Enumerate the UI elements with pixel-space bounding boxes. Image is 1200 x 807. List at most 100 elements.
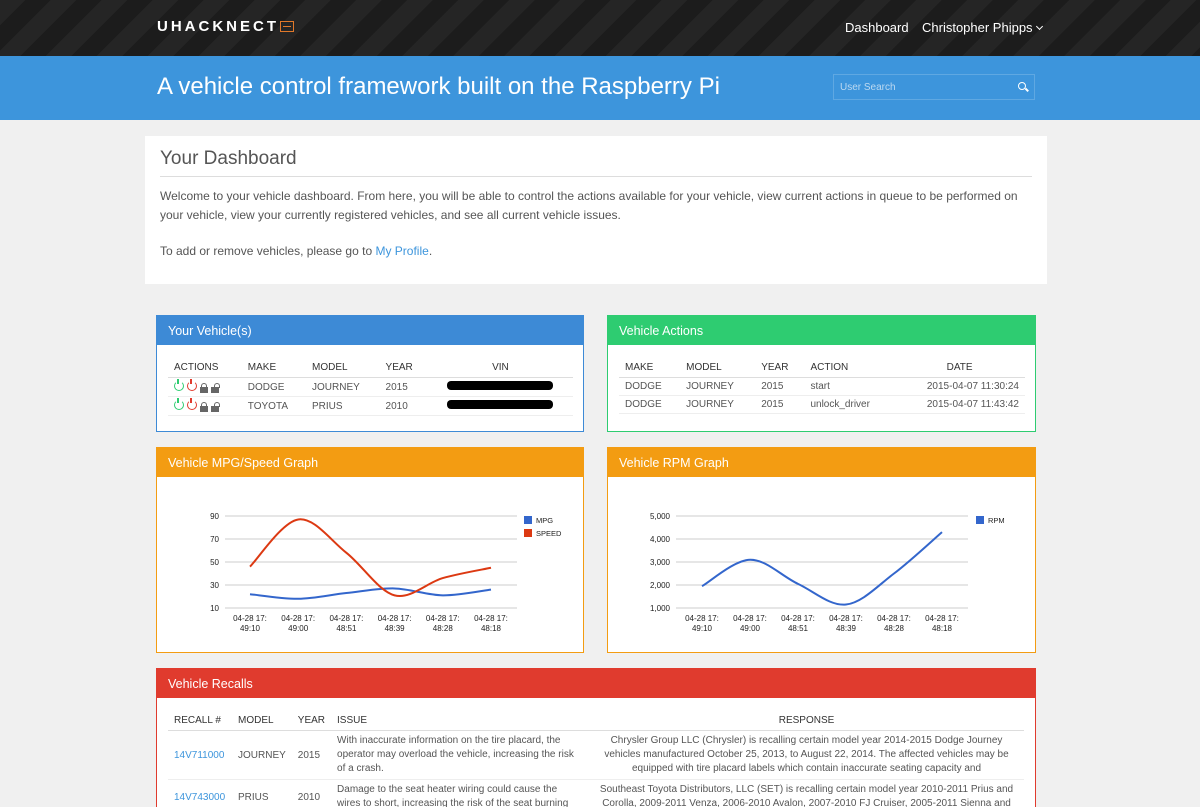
actions-panel-title: Vehicle Actions <box>608 316 1035 345</box>
table-row: 14V711000 JOURNEY 2015 With inaccurate i… <box>168 730 1024 780</box>
x-tick-label: 04-28 17: <box>329 614 363 623</box>
vehicle-model: JOURNEY <box>306 377 380 397</box>
legend-label: SPEED <box>536 529 562 538</box>
legend-swatch <box>524 516 532 524</box>
x-tick-label: 48:28 <box>433 624 454 633</box>
col-model: MODEL <box>306 358 380 378</box>
welcome-card: Your Dashboard Welcome to your vehicle d… <box>145 136 1047 284</box>
my-profile-link[interactable]: My Profile <box>375 244 429 258</box>
action-date: 2015-04-07 11:30:24 <box>894 377 1025 396</box>
power-off-icon[interactable] <box>187 379 197 391</box>
action-name: unlock_driver <box>804 395 895 414</box>
x-tick-label: 04-28 17: <box>829 614 863 623</box>
col-make: MAKE <box>241 358 306 378</box>
x-tick-label: 04-28 17: <box>474 614 508 623</box>
x-tick-label: 04-28 17: <box>378 614 412 623</box>
recall-link[interactable]: 14V711000 <box>168 730 232 780</box>
action-model: JOURNEY <box>680 395 756 414</box>
page-tagline: A vehicle control framework built on the… <box>157 73 720 100</box>
col-response: RESPONSE <box>589 711 1024 731</box>
vehicle-make: DODGE <box>241 377 306 397</box>
y-tick-label: 3,000 <box>650 558 671 567</box>
x-tick-label: 48:18 <box>481 624 502 633</box>
col-action: ACTION <box>804 358 895 378</box>
chevron-down-icon <box>1035 22 1043 31</box>
pulse-icon <box>280 21 294 32</box>
action-make: DODGE <box>619 395 681 414</box>
recall-issue: With inaccurate information on the tire … <box>331 730 590 780</box>
y-tick-label: 50 <box>210 558 219 567</box>
page-title: Your Dashboard <box>160 148 297 169</box>
recalls-table: RECALL # MODEL YEAR ISSUE RESPONSE 14V71… <box>168 711 1024 807</box>
series-line-speed <box>249 518 492 598</box>
recall-link[interactable]: 14V743000 <box>168 779 232 807</box>
y-tick-label: 90 <box>210 512 219 521</box>
search-icon[interactable] <box>1018 82 1026 90</box>
redacted-vin <box>447 400 554 409</box>
col-year: YEAR <box>291 711 332 731</box>
col-model: MODEL <box>680 358 756 378</box>
unlock-icon[interactable] <box>211 383 220 393</box>
series-line-mpg <box>249 587 492 600</box>
brand-logo[interactable]: UHACKNECT <box>157 18 294 35</box>
col-recall: RECALL # <box>168 711 232 731</box>
col-year: YEAR <box>755 358 805 378</box>
recalls-panel-title: Vehicle Recalls <box>157 669 1035 698</box>
power-on-icon[interactable] <box>174 398 184 410</box>
action-model: JOURNEY <box>680 377 756 396</box>
x-tick-label: 04-28 17: <box>281 614 315 623</box>
mpg-panel-title: Vehicle MPG/Speed Graph <box>157 448 583 477</box>
legend-swatch <box>524 529 532 537</box>
x-tick-label: 04-28 17: <box>685 614 719 623</box>
col-vin: VIN <box>427 358 573 378</box>
x-tick-label: 49:10 <box>240 624 261 633</box>
action-name: start <box>804 377 895 396</box>
recall-response: Chrysler Group LLC (Chrysler) is recalli… <box>589 730 1024 780</box>
power-off-icon[interactable] <box>187 398 197 410</box>
vehicles-panel-title: Your Vehicle(s) <box>157 316 583 345</box>
profile-hint: To add or remove vehicles, please go to … <box>160 244 433 258</box>
x-tick-label: 04-28 17: <box>233 614 267 623</box>
recall-issue: Damage to the seat heater wiring could c… <box>331 779 590 807</box>
legend-swatch <box>976 516 984 524</box>
x-tick-label: 49:00 <box>288 624 309 633</box>
user-search <box>833 74 1035 100</box>
x-tick-label: 48:18 <box>932 624 953 633</box>
col-year: YEAR <box>379 358 428 378</box>
nav-dashboard-link[interactable]: Dashboard <box>845 20 909 35</box>
rpm-panel: Vehicle RPM Graph 1,000 2,000 3,000 4,000 5,… <box>607 447 1036 653</box>
power-on-icon[interactable] <box>174 379 184 391</box>
y-tick-label: 70 <box>210 535 219 544</box>
vehicle-make: TOYOTA <box>241 396 306 416</box>
y-tick-label: 30 <box>210 581 219 590</box>
unlock-icon[interactable] <box>211 402 220 412</box>
action-date: 2015-04-07 11:43:42 <box>894 395 1025 414</box>
x-tick-label: 48:51 <box>336 624 357 633</box>
x-tick-label: 48:39 <box>836 624 857 633</box>
recall-year: 2015 <box>291 730 332 780</box>
table-row: DODGE JOURNEY 2015 start 2015-04-07 11:3… <box>619 377 1025 396</box>
x-tick-label: 04-28 17: <box>733 614 767 623</box>
vehicle-year: 2010 <box>379 396 428 416</box>
lock-icon[interactable] <box>200 402 208 412</box>
vehicle-model: PRIUS <box>306 396 380 416</box>
search-input[interactable] <box>834 75 1004 99</box>
col-make: MAKE <box>619 358 681 378</box>
col-model: MODEL <box>232 711 292 731</box>
y-tick-label: 1,000 <box>650 604 671 613</box>
x-tick-label: 48:51 <box>788 624 809 633</box>
redacted-vin <box>447 381 554 390</box>
table-row: TOYOTA PRIUS 2010 <box>168 396 573 416</box>
user-menu[interactable]: Christopher Phipps <box>922 20 1043 35</box>
x-tick-label: 04-28 17: <box>426 614 460 623</box>
vehicle-year: 2015 <box>379 377 428 397</box>
table-row: 14V743000 PRIUS 2010 Damage to the seat … <box>168 779 1024 807</box>
x-tick-label: 49:10 <box>692 624 713 633</box>
recall-model: JOURNEY <box>232 730 292 780</box>
col-issue: ISSUE <box>331 711 590 731</box>
x-tick-label: 48:39 <box>385 624 406 633</box>
action-make: DODGE <box>619 377 681 396</box>
lock-icon[interactable] <box>200 383 208 393</box>
header-band: A vehicle control framework built on the… <box>0 56 1200 120</box>
